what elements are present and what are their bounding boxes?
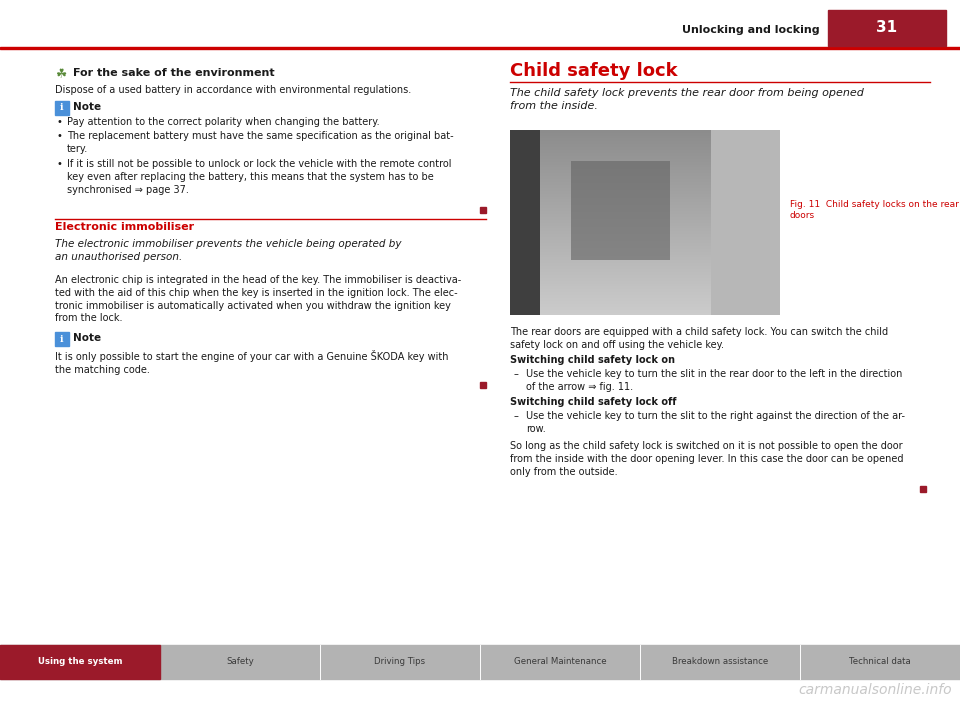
Text: i: i <box>60 335 63 344</box>
Text: •: • <box>57 117 62 127</box>
Bar <box>480 207 486 213</box>
Text: Using the system: Using the system <box>37 657 122 666</box>
Text: Child safety lock: Child safety lock <box>510 62 678 80</box>
Text: Electronic immobiliser: Electronic immobiliser <box>55 222 194 232</box>
Text: The replacement battery must have the same specification as the original bat-
te: The replacement battery must have the sa… <box>67 131 454 154</box>
Text: Use the vehicle key to turn the slit to the right against the direction of the a: Use the vehicle key to turn the slit to … <box>526 411 905 434</box>
Text: –: – <box>514 411 518 421</box>
Text: –: – <box>514 369 518 379</box>
Text: So long as the child safety lock is switched on it is not possible to open the d: So long as the child safety lock is swit… <box>510 441 903 477</box>
Text: An electronic chip is integrated in the head of the key. The immobiliser is deac: An electronic chip is integrated in the … <box>55 275 461 323</box>
Text: Note: Note <box>73 333 101 343</box>
Text: Technical data: Technical data <box>850 657 911 666</box>
Text: Dispose of a used battery in accordance with environmental regulations.: Dispose of a used battery in accordance … <box>55 85 411 95</box>
Text: Fig. 11  Child safety locks on the rear
doors: Fig. 11 Child safety locks on the rear d… <box>790 200 959 220</box>
Text: 31: 31 <box>876 20 898 35</box>
Text: The rear doors are equipped with a child safety lock. You can switch the child
s: The rear doors are equipped with a child… <box>510 327 888 350</box>
Text: If it is still not be possible to unlock or lock the vehicle with the remote con: If it is still not be possible to unlock… <box>67 159 451 195</box>
Text: Safety: Safety <box>227 657 253 666</box>
Text: Unlocking and locking: Unlocking and locking <box>683 25 820 35</box>
Bar <box>0 47 960 49</box>
Text: It is only possible to start the engine of your car with a Genuine ŠKODA key wit: It is only possible to start the engine … <box>55 350 448 375</box>
Bar <box>55 332 69 346</box>
Text: The child safety lock prevents the rear door from being opened
from the inside.: The child safety lock prevents the rear … <box>510 88 864 111</box>
Text: Use the vehicle key to turn the slit in the rear door to the left in the directi: Use the vehicle key to turn the slit in … <box>526 369 902 392</box>
Bar <box>55 101 69 115</box>
Text: Pay attention to the correct polarity when changing the battery.: Pay attention to the correct polarity wh… <box>67 117 379 127</box>
Text: For the sake of the environment: For the sake of the environment <box>73 68 275 78</box>
Bar <box>828 10 946 46</box>
Text: Breakdown assistance: Breakdown assistance <box>672 657 768 666</box>
Text: Switching child safety lock on: Switching child safety lock on <box>510 355 675 365</box>
Bar <box>480 382 486 388</box>
Text: Driving Tips: Driving Tips <box>374 657 425 666</box>
Text: ☘: ☘ <box>55 68 66 81</box>
Text: carmanualsonline.info: carmanualsonline.info <box>799 683 952 697</box>
Text: i: i <box>60 103 63 112</box>
Text: •: • <box>57 159 62 169</box>
Bar <box>0 645 160 679</box>
Text: B1Z-0054: B1Z-0054 <box>744 307 778 313</box>
Text: Note: Note <box>73 102 101 112</box>
Text: General Maintenance: General Maintenance <box>514 657 607 666</box>
Text: Switching child safety lock off: Switching child safety lock off <box>510 397 677 407</box>
Bar <box>920 486 926 492</box>
Text: The electronic immobiliser prevents the vehicle being operated by
an unauthorise: The electronic immobiliser prevents the … <box>55 239 401 262</box>
Text: •: • <box>57 131 62 141</box>
Bar <box>0 645 960 679</box>
